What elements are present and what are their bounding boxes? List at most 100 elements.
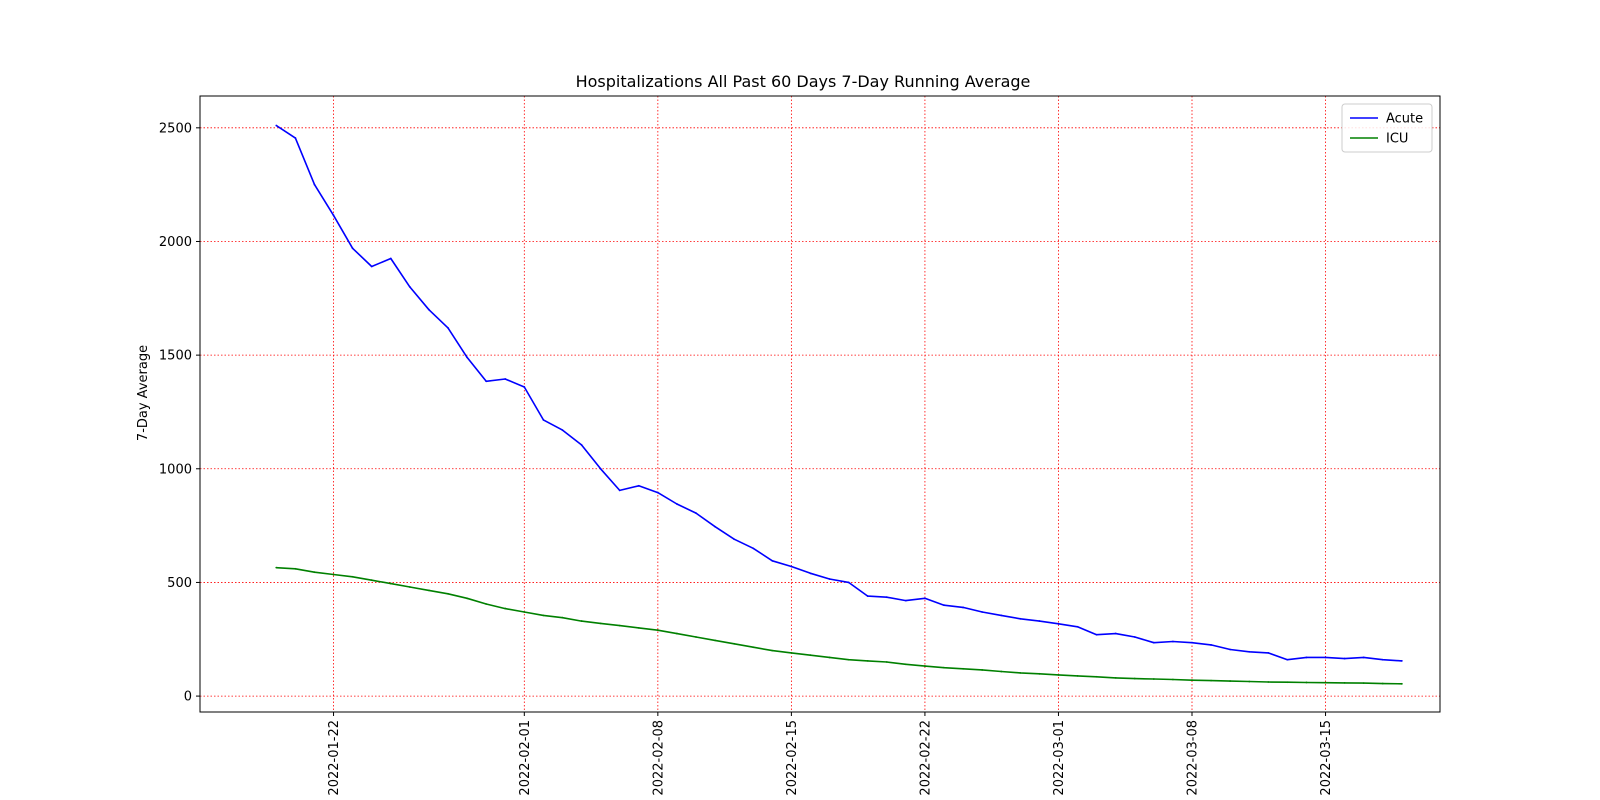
data-point-acute	[695, 512, 697, 515]
data-point-icu	[332, 573, 335, 576]
data-point-icu	[904, 663, 907, 666]
data-point-acute	[1267, 652, 1270, 654]
data-point-icu	[637, 626, 640, 629]
data-point-icu	[1172, 678, 1174, 681]
data-point-icu	[1076, 674, 1079, 677]
data-point-icu	[1152, 678, 1155, 680]
x-tick-label: 2022-02-01	[518, 720, 533, 796]
data-point-icu	[1000, 670, 1003, 673]
y-tick-label: 500	[167, 576, 192, 591]
data-point-icu	[981, 669, 984, 671]
data-point-icu	[1210, 679, 1212, 682]
data-point-icu	[408, 586, 411, 588]
data-point-acute	[1305, 656, 1308, 659]
data-point-acute	[1038, 620, 1041, 622]
data-point-icu	[1038, 672, 1041, 675]
data-point-acute	[809, 572, 812, 575]
data-point-icu	[1057, 674, 1060, 676]
y-tick-label: 1500	[159, 349, 192, 364]
data-point-icu	[599, 622, 602, 625]
data-point-icu	[1133, 677, 1136, 680]
legend: Acute ICU	[1341, 103, 1433, 153]
data-point-icu	[676, 632, 678, 635]
data-point-acute	[618, 489, 621, 492]
data-point-acute	[904, 599, 907, 602]
series-line-acute	[275, 124, 1402, 662]
plot-area-frame	[199, 95, 1441, 713]
x-axis: 2022-01-22 2022-02-01 2022-02-08 2022-02-15…	[327, 712, 1334, 796]
data-point-icu	[1248, 680, 1251, 683]
data-point-icu	[1267, 681, 1270, 683]
data-point-acute	[1362, 656, 1365, 659]
data-point-acute	[924, 597, 926, 600]
data-point-acute	[408, 286, 411, 288]
data-point-acute	[313, 183, 316, 186]
data-point-icu	[370, 579, 373, 582]
data-point-acute	[1210, 644, 1212, 646]
data-point-icu	[485, 603, 488, 605]
data-point-icu	[447, 592, 449, 595]
data-point-icu	[714, 639, 716, 642]
data-point-icu	[1305, 681, 1308, 684]
data-point-icu	[618, 624, 621, 627]
data-point-acute	[1400, 659, 1403, 662]
data-point-icu	[943, 666, 945, 669]
data-point-acute	[847, 581, 850, 584]
data-point-acute	[504, 378, 507, 380]
data-point-icu	[771, 649, 774, 652]
data-point-acute	[943, 604, 945, 607]
x-tick-label: 2022-03-15	[1319, 720, 1334, 796]
data-point-acute	[1229, 648, 1232, 651]
data-point-icu	[1114, 677, 1117, 679]
data-point-icu	[580, 620, 583, 622]
legend-box	[1341, 103, 1433, 153]
data-point-acute	[485, 380, 488, 383]
data-point-acute	[1152, 641, 1155, 644]
data-point-acute	[1381, 658, 1384, 661]
data-point-icu	[275, 566, 278, 569]
data-point-acute	[866, 595, 869, 597]
data-point-acute	[885, 596, 888, 599]
data-point-icu	[809, 654, 812, 657]
data-point-acute	[1343, 657, 1346, 660]
data-point-icu	[962, 667, 964, 670]
data-point-icu	[828, 656, 831, 659]
data-point-icu	[885, 661, 888, 663]
y-tick-label: 2000	[159, 235, 192, 250]
data-point-acute	[714, 525, 716, 528]
data-point-acute	[790, 565, 793, 568]
x-tick-label: 2022-01-22	[327, 720, 342, 796]
data-point-icu	[752, 646, 755, 649]
data-point-acute	[1133, 636, 1136, 638]
data-point-acute	[962, 606, 964, 609]
y-axis: 0 500 1000 1500 2000 2500	[159, 121, 200, 705]
data-point-icu	[389, 582, 392, 585]
data-point-acute	[580, 444, 583, 446]
data-point-icu	[523, 611, 526, 613]
data-point-icu	[733, 642, 736, 645]
x-tick-label: 2022-03-08	[1186, 720, 1201, 796]
data-point-icu	[656, 629, 659, 632]
data-point-icu	[1019, 672, 1022, 674]
data-point-acute	[599, 467, 602, 470]
data-point-icu	[695, 636, 697, 638]
data-point-acute	[656, 491, 659, 494]
data-point-acute	[676, 503, 678, 505]
data-point-icu	[313, 571, 316, 574]
y-tick-label: 1000	[159, 462, 192, 477]
data-point-acute	[389, 257, 392, 260]
data-point-icu	[1343, 682, 1346, 684]
data-point-acute	[771, 559, 774, 562]
data-point-acute	[1076, 625, 1079, 628]
data-point-icu	[1362, 682, 1365, 685]
x-tick-label: 2022-03-01	[1052, 720, 1067, 796]
data-point-icu	[504, 607, 507, 610]
data-point-acute	[828, 578, 831, 580]
data-point-acute	[275, 124, 278, 127]
data-point-acute	[1286, 658, 1289, 661]
x-tick-label: 2022-02-22	[918, 720, 933, 796]
data-point-icu	[1286, 681, 1289, 684]
data-point-acute	[1057, 622, 1060, 625]
data-point-acute	[447, 326, 449, 329]
